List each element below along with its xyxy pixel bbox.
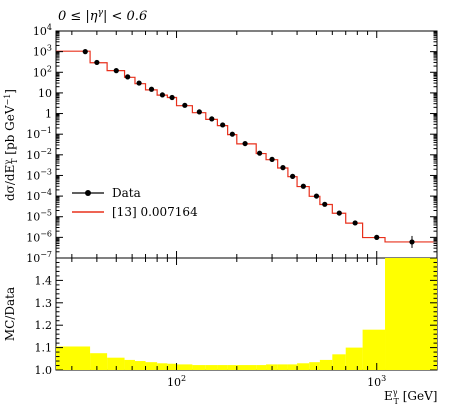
y-tick-label: 10−6 <box>26 229 52 244</box>
ratio-band-bar <box>205 365 218 370</box>
data-point <box>196 109 202 115</box>
y-tick-label: 1 <box>45 108 52 121</box>
x-tick-label: 102 <box>167 374 186 389</box>
data-point <box>352 220 358 226</box>
y-tick-label: 102 <box>33 64 52 79</box>
data-point <box>169 94 175 101</box>
y-tick-label: 10−2 <box>26 147 52 162</box>
data-point <box>280 165 286 171</box>
main-layer <box>56 49 437 248</box>
data-point <box>136 80 142 86</box>
data-point <box>336 210 342 216</box>
legend-data-label: Data <box>112 186 141 200</box>
y-tick-label: 104 <box>33 23 52 38</box>
ratio-y-tick-label: 1.4 <box>35 274 53 287</box>
data-point <box>374 234 380 240</box>
legend: Data [13] 0.007164 <box>72 186 198 219</box>
ratio-band-bar <box>297 363 310 370</box>
ratio-y-tick-label: 1.2 <box>35 319 53 332</box>
y-tick-label: 10−3 <box>26 167 52 182</box>
data-point <box>269 156 275 162</box>
x-tick-label: 103 <box>367 374 386 389</box>
data-point <box>182 102 188 108</box>
ratio-band-bar <box>217 365 228 370</box>
ratio-band-bar <box>236 365 257 370</box>
data-point <box>125 74 131 80</box>
main-y-axis-label: dσ/dEγT [pb GeV−1] <box>3 89 19 201</box>
data-point <box>322 201 328 207</box>
axes-layer: 102 10310410310210110−110−210−310−410−510… <box>26 23 437 389</box>
data-point <box>409 239 415 245</box>
data-point <box>82 49 88 55</box>
ratio-band-bar <box>134 361 146 370</box>
data-point <box>148 86 155 92</box>
ratio-band-bar <box>287 364 298 370</box>
y-tick-label: 10−1 <box>26 126 52 141</box>
y-tick-label: 10 <box>38 87 52 100</box>
ratio-band-bar <box>176 364 193 370</box>
data-point <box>113 68 119 74</box>
ratio-band-bar <box>309 362 320 370</box>
legend-data-marker <box>85 190 91 196</box>
y-tick-label: 10−7 <box>26 250 52 265</box>
ratio-band-bar <box>332 354 346 370</box>
data-point <box>300 183 306 189</box>
ratio-y-tick-label: 1.3 <box>35 297 53 310</box>
data-point <box>290 173 296 179</box>
data-point <box>159 92 166 98</box>
ratio-band-bar <box>277 364 288 370</box>
ratio-band-bar <box>157 363 168 370</box>
ratio-layer <box>56 258 437 370</box>
ratio-band-bar <box>107 357 125 370</box>
data-point <box>209 116 215 122</box>
y-tick-label: 10−5 <box>26 209 52 224</box>
data-point <box>94 59 100 66</box>
ratio-y-tick-label: 1.1 <box>35 342 53 355</box>
data-point <box>242 140 248 147</box>
data-point <box>220 122 226 128</box>
ratio-band-bar <box>362 329 386 370</box>
legend-mc-label: [13] 0.007164 <box>112 205 198 219</box>
x-axis-label: Eγ T [GeV] <box>384 388 437 406</box>
ratio-band-bar <box>56 346 91 370</box>
ratio-band-bar <box>227 365 237 370</box>
ratio-band-bar <box>256 365 267 370</box>
data-point <box>257 150 263 156</box>
data-point <box>229 131 235 137</box>
y-tick-label: 10−4 <box>26 188 52 203</box>
ratio-y-tick-label: 1.0 <box>35 364 53 377</box>
ratio-band-bar <box>145 362 158 370</box>
y-tick-label: 103 <box>33 44 52 59</box>
ratio-y-axis-label: MC/Data <box>3 287 17 341</box>
ratio-band-bar <box>385 258 437 370</box>
ratio-band-bar <box>192 365 206 370</box>
ratio-band-bar <box>345 347 363 370</box>
ratio-band-bar <box>167 363 177 370</box>
ratio-band-bar <box>90 353 108 370</box>
panel-title: 0 ≤ |ηγ| < 0.6 <box>58 8 147 24</box>
data-point <box>313 193 320 199</box>
ratio-band-bar <box>124 359 135 370</box>
ratio-band-bar <box>319 359 333 370</box>
